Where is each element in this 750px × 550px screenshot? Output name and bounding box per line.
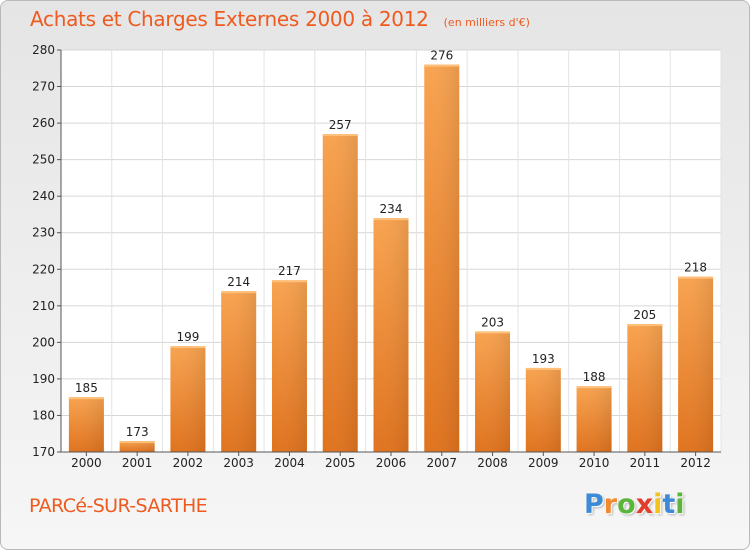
y-tick-label: 230 xyxy=(32,226,55,240)
value-label: 214 xyxy=(227,275,250,289)
value-label: 203 xyxy=(481,315,504,329)
x-tick-label: 2011 xyxy=(630,456,661,470)
bar-shade xyxy=(424,65,459,452)
x-tick-label: 2006 xyxy=(376,456,407,470)
y-tick-label: 260 xyxy=(32,116,55,130)
y-tick-label: 190 xyxy=(32,372,55,386)
bar-top-highlight xyxy=(221,291,256,293)
bar-top-highlight xyxy=(374,218,409,220)
y-tick-label: 270 xyxy=(32,80,55,94)
bar-top-highlight xyxy=(577,386,612,388)
x-tick-label: 2005 xyxy=(325,456,356,470)
value-label: 199 xyxy=(176,330,199,344)
bar-top-highlight xyxy=(475,331,510,333)
value-label: 276 xyxy=(430,49,453,63)
commune-name: PARCé-SUR-SARTHE xyxy=(29,495,207,517)
x-tick-label: 2007 xyxy=(426,456,457,470)
bar-top-highlight xyxy=(120,441,155,443)
logo-letter: t xyxy=(662,489,675,520)
x-tick-label: 2001 xyxy=(122,456,153,470)
logo-letter: P xyxy=(584,489,604,520)
bar-top-highlight xyxy=(170,346,205,348)
bar-shade xyxy=(577,386,612,452)
bar-top-highlight xyxy=(323,134,358,136)
y-tick-label: 210 xyxy=(32,299,55,313)
proxiti-logo[interactable]: Proxiti xyxy=(584,489,685,520)
value-label: 193 xyxy=(532,352,555,366)
value-label: 188 xyxy=(583,370,606,384)
bar-top-highlight xyxy=(69,397,104,399)
x-tick-label: 2002 xyxy=(173,456,204,470)
y-tick-label: 280 xyxy=(32,43,55,57)
logo-letter: o xyxy=(617,489,636,520)
x-tick-label: 2012 xyxy=(680,456,711,470)
x-tick-label: 2009 xyxy=(528,456,559,470)
logo-letter: i xyxy=(675,489,684,520)
bar-shade xyxy=(272,280,307,452)
x-tick-label: 2010 xyxy=(579,456,610,470)
x-tick-label: 2004 xyxy=(274,456,305,470)
bar-shade xyxy=(627,324,662,452)
x-tick-label: 2008 xyxy=(477,456,508,470)
bar-shade xyxy=(475,331,510,452)
bar-top-highlight xyxy=(272,280,307,282)
value-label: 217 xyxy=(278,264,301,278)
bar-shade xyxy=(526,368,561,452)
y-tick-label: 170 xyxy=(32,445,55,459)
bar-shade xyxy=(69,397,104,452)
y-tick-label: 200 xyxy=(32,335,55,349)
x-tick-label: 2003 xyxy=(223,456,254,470)
y-tick-label: 250 xyxy=(32,153,55,167)
value-label: 185 xyxy=(75,381,98,395)
bar-shade xyxy=(170,346,205,452)
logo-letter: x xyxy=(636,489,653,520)
bar-top-highlight xyxy=(526,368,561,370)
bar-shade xyxy=(323,134,358,452)
value-label: 173 xyxy=(126,425,149,439)
y-tick-label: 220 xyxy=(32,262,55,276)
value-label: 257 xyxy=(329,118,352,132)
y-tick-label: 240 xyxy=(32,189,55,203)
logo-letter: i xyxy=(653,489,662,520)
value-label: 205 xyxy=(633,308,656,322)
bar-shade xyxy=(221,291,256,452)
x-tick-label: 2000 xyxy=(71,456,102,470)
logo-letter: r xyxy=(604,489,617,520)
y-tick-label: 180 xyxy=(32,408,55,422)
bar-top-highlight xyxy=(678,277,713,279)
bar-top-highlight xyxy=(424,65,459,67)
value-label: 218 xyxy=(684,261,707,275)
bar-top-highlight xyxy=(627,324,662,326)
value-label: 234 xyxy=(380,202,403,216)
bar-shade xyxy=(678,277,713,452)
bar-shade xyxy=(374,218,409,452)
